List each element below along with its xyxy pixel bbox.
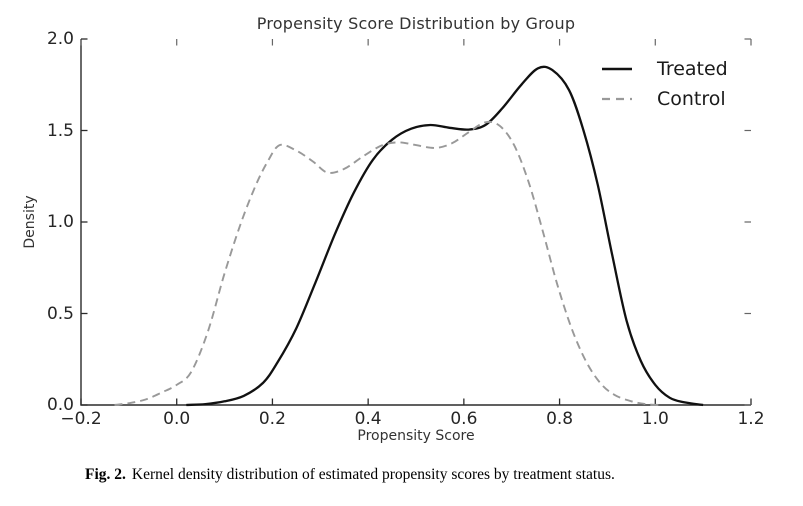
x-tick-label: 1.2 <box>737 409 765 429</box>
density-curves <box>114 65 704 407</box>
x-tick-label: 0.0 <box>163 409 191 429</box>
y-tick-label: 2.0 <box>46 29 74 49</box>
legend: Treated Control <box>601 54 728 114</box>
legend-item-treated: Treated <box>601 54 728 84</box>
x-tick-label: 0.8 <box>546 409 574 429</box>
y-tick-label: 0.5 <box>46 303 74 324</box>
figure-2-chart: Propensity Score Distribution by Group −… <box>22 14 765 444</box>
x-tick-label: 0.2 <box>258 409 286 429</box>
figure-caption-text: Kernel density distribution of estimated… <box>131 466 615 483</box>
x-tick-label: −0.2 <box>60 409 102 429</box>
legend-label-treated: Treated <box>657 57 728 80</box>
x-axis-label: Propensity Score <box>357 428 475 444</box>
x-tick-label: 0.4 <box>354 409 382 429</box>
density-curve-control <box>114 120 661 406</box>
axes <box>80 38 752 406</box>
x-tick-label: 0.6 <box>450 409 478 429</box>
figure-caption: Fig. 2. Kernel density distribution of es… <box>85 466 765 484</box>
figure-caption-number: Fig. 2. <box>85 466 126 483</box>
legend-item-control: Control <box>601 84 728 114</box>
treated-solid-line-icon <box>602 67 632 71</box>
y-tick-label: 1.0 <box>46 212 74 232</box>
x-tick-label: 1.0 <box>641 409 669 429</box>
y-tick-label: 0.0 <box>46 395 74 415</box>
chart-title: Propensity Score Distribution by Group <box>256 14 576 33</box>
control-dashed-line-icon <box>602 97 632 101</box>
y-axis-label: Density <box>22 195 38 249</box>
density-curve-treated <box>186 65 704 407</box>
density-plot-canvas <box>80 38 752 407</box>
legend-label-control: Control <box>657 87 726 110</box>
y-tick-label: 1.5 <box>46 120 74 141</box>
